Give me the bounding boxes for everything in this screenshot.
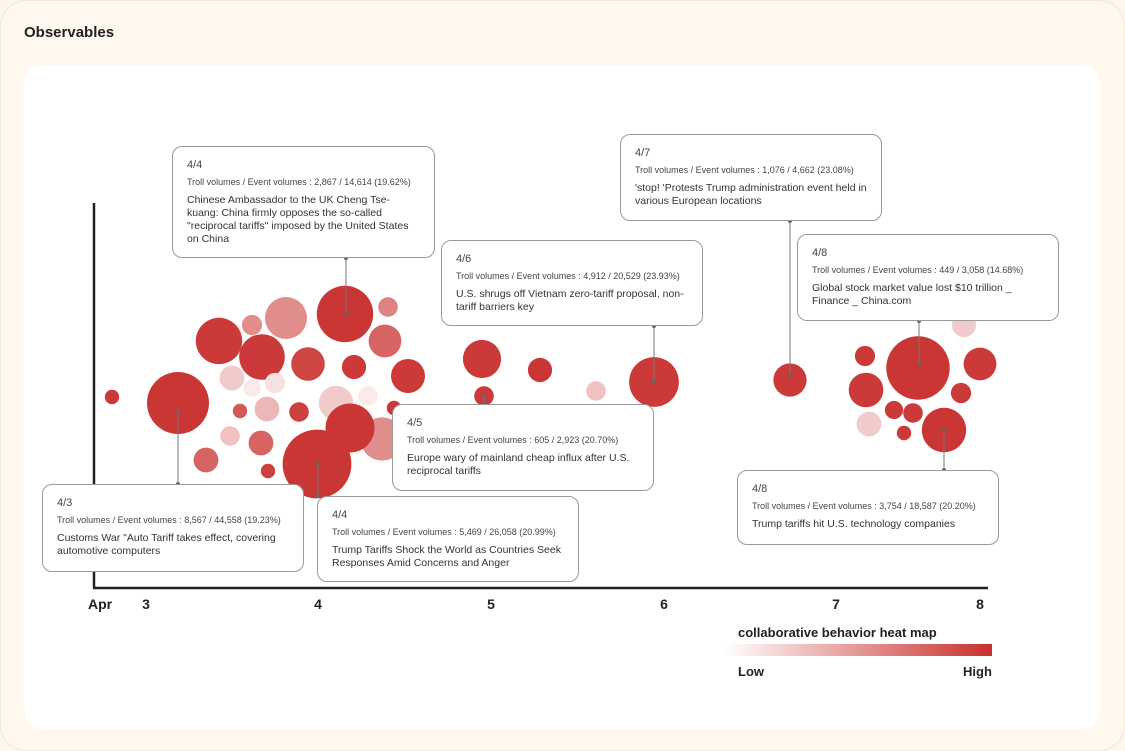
annotation-date: 4/3 <box>57 497 73 509</box>
annotation-headline: Global stock market value lost $10 trill… <box>812 282 1012 307</box>
bubble-point[interactable] <box>265 297 307 339</box>
annotation-date: 4/6 <box>456 253 472 265</box>
bubble-point[interactable] <box>193 447 219 473</box>
bubble-point[interactable] <box>325 403 375 453</box>
bubble-point[interactable] <box>358 386 378 406</box>
bubble-point[interactable] <box>391 359 425 393</box>
bubble-point[interactable] <box>239 334 285 380</box>
bubble-point[interactable] <box>104 389 120 405</box>
bubble-point[interactable] <box>950 382 972 404</box>
annotation-stats: Troll volumes / Event volumes : 2,867 / … <box>187 177 411 187</box>
annotation-headline: 'stop! 'Protests Trump administration ev… <box>635 182 867 207</box>
bubble-point[interactable] <box>147 372 209 434</box>
annotation-card[interactable]: 4/8 Troll volumes / Event volumes : 449 … <box>797 234 1059 321</box>
annotation-headline: Customs War "Auto Tariff takes effect, c… <box>57 532 276 557</box>
page-title: Observables <box>24 24 115 41</box>
annotation-date: 4/5 <box>407 417 423 429</box>
annotation-stats: Troll volumes / Event volumes : 605 / 2,… <box>407 435 619 445</box>
annotation-stats: Troll volumes / Event volumes : 1,076 / … <box>635 165 854 175</box>
bubble-point[interactable] <box>260 463 276 479</box>
bubble-point[interactable] <box>220 426 240 446</box>
x-tick-label: 5 <box>487 596 495 612</box>
connector-dot <box>344 312 348 316</box>
annotation-headline: Trump Tariffs Shock the World as Countri… <box>332 544 561 569</box>
connector-dot <box>942 428 946 432</box>
x-tick-label: 6 <box>660 596 668 612</box>
annotation-headline: Europe wary of mainland cheap influx aft… <box>407 452 630 477</box>
annotation-card[interactable]: 4/6 Troll volumes / Event volumes : 4,91… <box>441 240 703 326</box>
legend-gradient-bar <box>724 644 992 656</box>
x-tick-labels: 3 4 5 6 7 8 <box>142 596 984 612</box>
connector-dot <box>316 494 320 498</box>
bubble-point[interactable] <box>219 365 245 391</box>
connector-dot <box>176 409 180 413</box>
bubble-point[interactable] <box>248 430 274 456</box>
annotation-stats: Troll volumes / Event volumes : 449 / 3,… <box>812 265 1024 275</box>
x-axis-start-label: Apr <box>88 596 113 612</box>
bubble-point[interactable] <box>896 425 912 441</box>
bubble-point[interactable] <box>264 372 286 394</box>
bubble-point[interactable] <box>289 402 309 422</box>
bubble-point[interactable] <box>254 396 280 422</box>
annotation-card[interactable]: 4/7 Troll volumes / Event volumes : 1,07… <box>620 134 882 221</box>
annotation-date: 4/7 <box>635 147 651 159</box>
annotation-headline: Trump tariffs hit U.S. technology compan… <box>752 518 956 530</box>
bubble-point[interactable] <box>886 336 950 400</box>
bubble-point[interactable] <box>527 357 553 383</box>
annotation-card[interactable]: 4/4 Troll volumes / Event volumes : 5,46… <box>317 496 579 582</box>
bubble-point[interactable] <box>884 400 904 420</box>
annotation-stats: Troll volumes / Event volumes : 4,912 / … <box>456 271 680 281</box>
x-tick-label: 8 <box>976 596 984 612</box>
bubble-point[interactable] <box>462 339 502 379</box>
bubble-point[interactable] <box>773 363 807 397</box>
connector-dot <box>652 380 656 384</box>
connector-dot <box>482 394 486 398</box>
connector-dot <box>917 361 921 365</box>
legend-low-label: Low <box>738 664 764 679</box>
legend-title: collaborative behavior heat map <box>738 625 937 640</box>
connector-dot <box>316 462 320 466</box>
bubble-point[interactable] <box>963 347 997 381</box>
bubble-point[interactable] <box>243 379 261 397</box>
bubble-point[interactable] <box>586 381 606 401</box>
bubble-point[interactable] <box>341 354 367 380</box>
legend-high-label: High <box>963 664 992 679</box>
annotation-card[interactable]: 4/3 Troll volumes / Event volumes : 8,56… <box>42 484 304 572</box>
x-tick-label: 4 <box>314 596 322 612</box>
annotation-card[interactable]: 4/4 Troll volumes / Event volumes : 2,86… <box>172 146 435 258</box>
annotation-headline: U.S. shrugs off Vietnam zero-tariff prop… <box>456 288 684 313</box>
bubble-point[interactable] <box>903 403 923 423</box>
annotation-card[interactable]: 4/8 Troll volumes / Event volumes : 3,75… <box>737 470 999 545</box>
bubble-point[interactable] <box>195 317 243 365</box>
connector-dot <box>788 373 792 377</box>
annotation-card[interactable]: 4/5 Troll volumes / Event volumes : 605 … <box>392 404 654 491</box>
bubble-point[interactable] <box>378 297 398 317</box>
bubble-point[interactable] <box>368 324 402 358</box>
bubble-point[interactable] <box>848 372 884 408</box>
bubble-point[interactable] <box>232 403 248 419</box>
bubble-point[interactable] <box>241 314 263 336</box>
annotation-headline: Chinese Ambassador to the UK Cheng Tse-k… <box>187 194 409 245</box>
annotation-date: 4/8 <box>752 483 768 495</box>
bubble-point[interactable] <box>856 411 882 437</box>
x-tick-label: 7 <box>832 596 840 612</box>
bubble-point[interactable] <box>854 345 876 367</box>
annotation-date: 4/4 <box>187 159 203 171</box>
annotation-stats: Troll volumes / Event volumes : 8,567 / … <box>57 515 281 525</box>
annotation-stats: Troll volumes / Event volumes : 5,469 / … <box>332 527 556 537</box>
bubble-point[interactable] <box>291 347 325 381</box>
annotation-date: 4/8 <box>812 247 828 259</box>
x-tick-label: 3 <box>142 596 150 612</box>
annotation-date: 4/4 <box>332 509 348 521</box>
annotation-stats: Troll volumes / Event volumes : 3,754 / … <box>752 501 976 511</box>
